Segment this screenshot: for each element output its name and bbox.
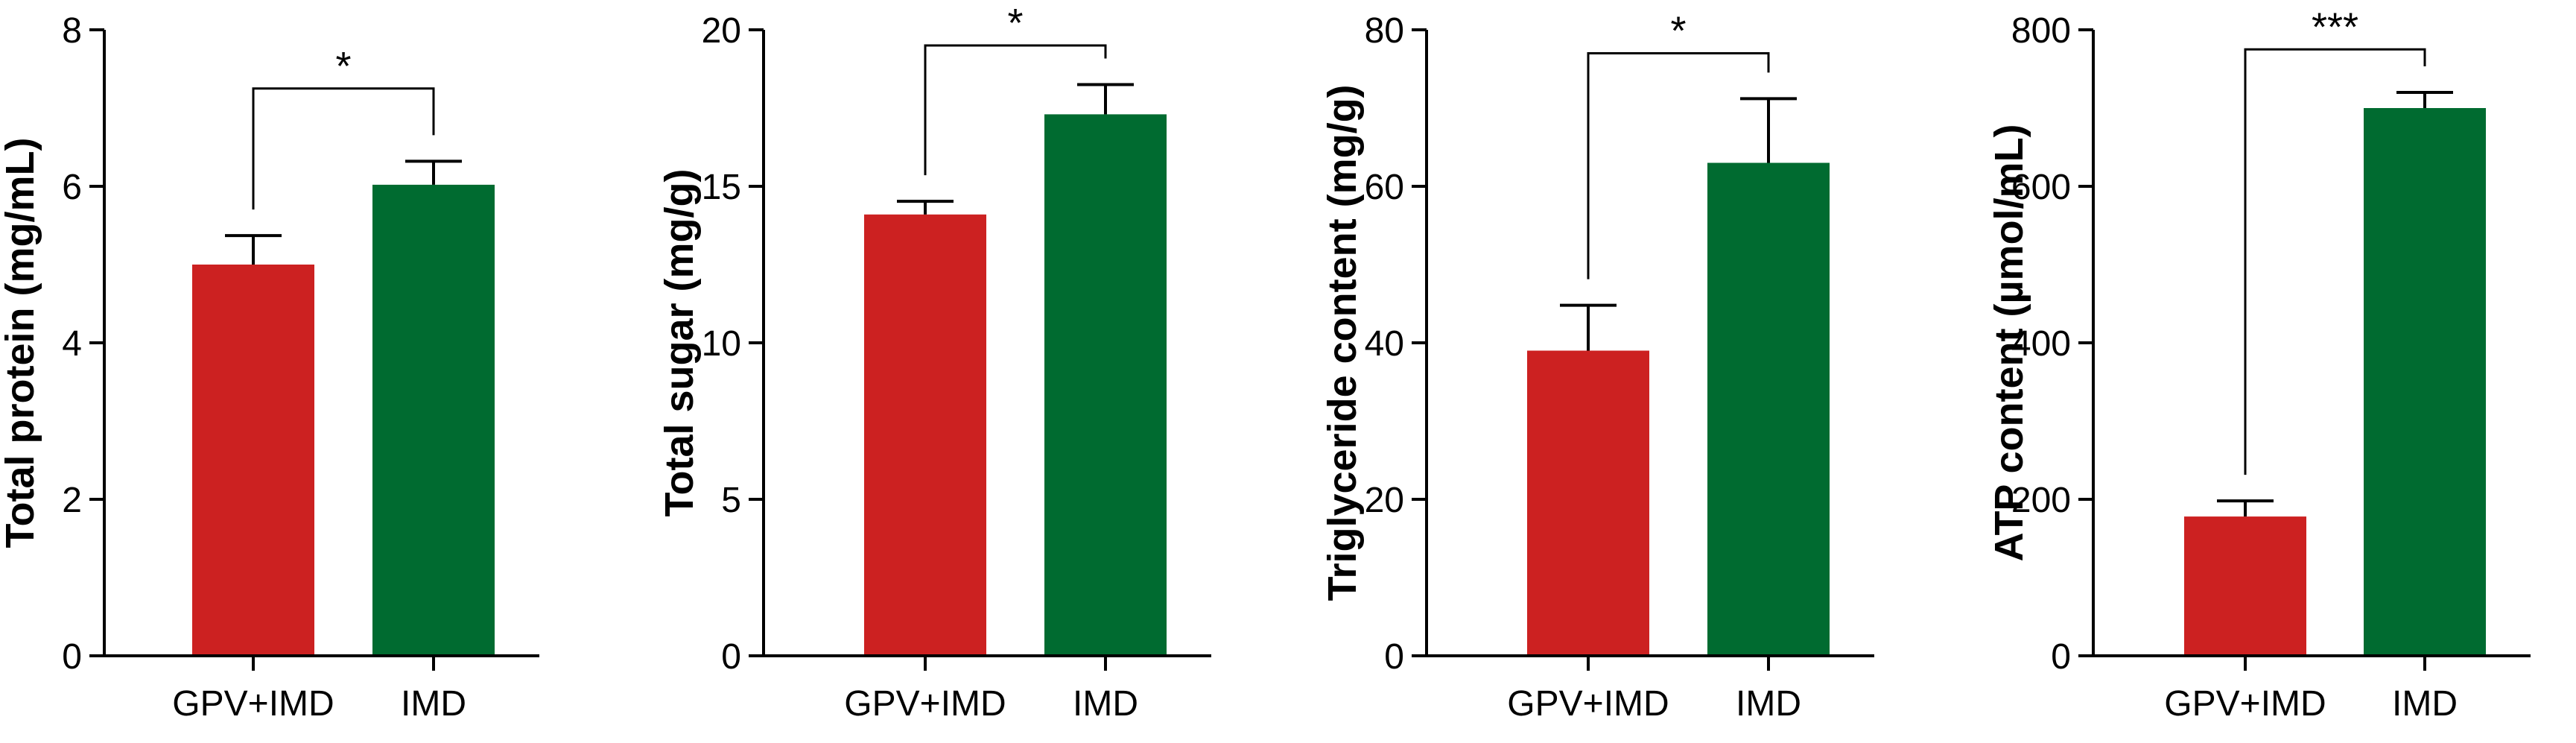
- chart-3: * 0 20 40 60 80 GPV+IMD IMD Triglyceride content…: [1320, 9, 1874, 724]
- significance-bracket: [924, 44, 1107, 176]
- y-tick-label: 6: [62, 168, 82, 207]
- y-tick-label: 40: [1365, 324, 1404, 364]
- x-tick-label: IMD: [401, 684, 466, 724]
- significance-label: *: [335, 44, 351, 89]
- y-tick-label: 8: [62, 11, 82, 51]
- y-tick-label: 0: [721, 637, 741, 677]
- y-tick-label: 60: [1365, 168, 1404, 207]
- y-tick-label: 200: [2011, 481, 2071, 520]
- x-tick-label: IMD: [1736, 684, 1801, 724]
- bar-1: [192, 265, 314, 656]
- y-axis-label: Total protein (mg/mL): [0, 138, 42, 548]
- significance-label: ***: [2312, 4, 2358, 49]
- chart-4: *** 0 200 400 600 800 GPV+IMD IMD ATP content (µ…: [1987, 4, 2531, 724]
- bar-2: [1707, 162, 1830, 656]
- x-tick-label: GPV+IMD: [1507, 684, 1669, 724]
- bar-1: [2184, 516, 2306, 656]
- chart-2: * 0 5 10 15 20 GPV+IMD IMD Total sugar (mg/g): [657, 1, 1211, 724]
- y-axis-label: ATP content (µmol/mL): [1987, 124, 2031, 561]
- significance-label: *: [1670, 9, 1686, 54]
- bar-1: [1527, 350, 1649, 656]
- y-tick-label: 400: [2011, 324, 2071, 364]
- significance-bracket: [2244, 48, 2426, 475]
- x-tick-label: GPV+IMD: [172, 684, 334, 724]
- y-tick-label: 10: [702, 324, 741, 364]
- y-tick-label: 5: [721, 481, 741, 520]
- x-tick-label: GPV+IMD: [2164, 684, 2326, 724]
- x-tick-label: GPV+IMD: [844, 684, 1006, 724]
- bar-1: [864, 214, 986, 656]
- bar-2: [2364, 108, 2486, 656]
- significance-bracket: [252, 87, 435, 210]
- y-tick-label: 0: [62, 637, 82, 677]
- chart-1: * 0 2 4 6 8 GPV+IMD IMD Total protein (mg/mL): [0, 11, 539, 724]
- x-tick-label: IMD: [2392, 684, 2458, 724]
- x-tick-label: IMD: [1073, 684, 1138, 724]
- y-tick-label: 600: [2011, 168, 2071, 207]
- y-axis-label: Triglyceride content (mg/g): [1320, 84, 1365, 601]
- y-tick-label: 20: [702, 11, 741, 51]
- y-tick-label: 0: [1384, 637, 1404, 677]
- bar-2: [1044, 114, 1167, 656]
- y-tick-label: 4: [62, 324, 82, 364]
- y-tick-label: 0: [2051, 637, 2071, 677]
- significance-label: *: [1007, 1, 1023, 45]
- y-tick-label: 15: [702, 168, 741, 207]
- y-tick-label: 20: [1365, 481, 1404, 520]
- bar-2: [372, 184, 495, 656]
- y-axis-label: Total sugar (mg/g): [657, 169, 702, 517]
- significance-bracket: [1587, 52, 1770, 279]
- y-tick-label: 800: [2011, 11, 2071, 51]
- y-tick-label: 80: [1365, 11, 1404, 51]
- y-tick-label: 2: [62, 481, 82, 520]
